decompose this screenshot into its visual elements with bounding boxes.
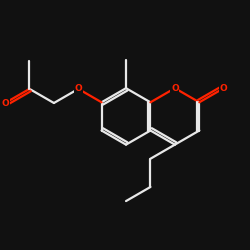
Text: O: O [220, 84, 228, 93]
Text: O: O [1, 98, 9, 108]
Text: O: O [171, 84, 179, 93]
Text: O: O [74, 84, 82, 94]
